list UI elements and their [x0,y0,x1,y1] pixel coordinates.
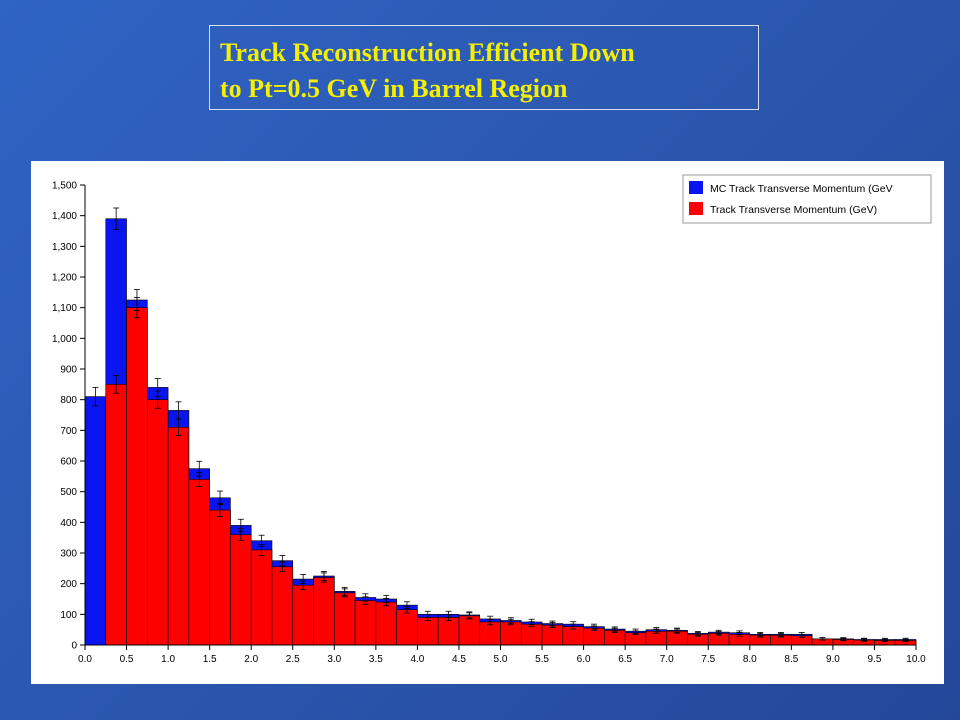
bar-track [500,621,522,646]
y-tick-label: 1,500 [52,181,77,192]
x-tick-label: 5.0 [494,654,508,665]
bar-track [396,609,418,646]
legend-label-mc: MC Track Transverse Momentum (GeV [710,183,893,195]
x-tick-label: 9.0 [826,654,840,665]
error-bars [92,207,909,643]
x-tick-label: 6.5 [618,654,632,665]
bar-track [188,479,210,646]
bar-track [292,584,314,646]
bar-track [167,426,190,646]
x-tick-label: 4.0 [410,654,424,665]
x-tick-label: 2.5 [286,654,300,665]
bar-track [250,549,273,646]
legend-box [682,174,932,224]
y-tick-label: 200 [60,579,77,590]
y-tick-label: 1,100 [52,303,77,314]
legend-swatch-track [689,202,703,215]
legend-swatch-mc [689,181,703,194]
x-tick-label: 5.5 [535,654,549,665]
bar-track [354,600,377,646]
bar-track [105,384,127,646]
x-tick-label: 1.0 [161,654,175,665]
y-tick-label: 1,000 [52,334,77,345]
x-tick-label: 3.5 [369,654,383,665]
bar-track [230,534,252,646]
bar-track [271,566,294,646]
y-tick-label: 500 [60,487,77,498]
y-tick-label: 600 [60,457,77,468]
bar-track [209,509,231,646]
x-tick-label: 7.0 [660,654,674,665]
bar-track [417,617,439,646]
slide-title-box: Track Reconstruction Efficient Down to P… [209,25,759,110]
x-tick-label: 1.5 [203,654,217,665]
bar-track [147,399,169,646]
y-tick-label: 100 [60,610,77,621]
x-tick-label: 8.0 [743,654,757,665]
legend-label-track: Track Transverse Momentum (GeV) [710,204,877,216]
x-tick-label: 0.5 [120,654,134,665]
y-tick-label: 400 [60,518,77,529]
y-tick-label: 800 [60,395,77,406]
x-tick-label: 4.5 [452,654,466,665]
axes: 0 100 200 300 400 500 600 700 800 900 1,000 1,100 1,… [52,181,926,666]
slide-title-line-2: to Pt=0.5 GeV in Barrel Region [220,74,568,103]
x-tick-label: 9.5 [867,654,881,665]
y-tick-label: 1,200 [52,273,77,284]
histogram-panel: 0 100 200 300 400 500 600 700 800 900 1,000 1,100 1,… [31,161,944,684]
x-tick-label: 0.0 [78,654,92,665]
x-tick-label: 2.0 [244,654,258,665]
x-tick-label: 10.0 [906,654,926,665]
x-tick-label: 8.5 [784,654,798,665]
x-tick-label: 3.0 [327,654,341,665]
bar-mc [84,396,107,646]
legend: MC Track Transverse Momentum (GeV Track … [682,174,932,224]
bar-track [520,623,543,646]
bar-track [333,592,356,646]
bar-track [541,624,564,646]
bar-track [126,307,148,646]
bar-track [458,615,481,646]
y-tick-label: 300 [60,549,77,560]
y-tick-label: 1,300 [52,242,77,253]
y-tick-label: 1,400 [52,211,77,222]
slide-title-line-1: Track Reconstruction Efficient Down [220,38,635,67]
bar-track [479,621,501,646]
histogram-chart: 0 100 200 300 400 500 600 700 800 900 1,000 1,100 1,… [52,174,932,666]
bar-track [375,601,397,646]
x-tick-label: 7.5 [701,654,715,665]
y-tick-label: 900 [60,365,77,376]
bar-track [313,577,335,646]
bar-track [437,617,460,646]
x-tick-label: 6.0 [577,654,591,665]
track-series-bars [105,307,917,646]
y-tick-label: 0 [71,641,77,652]
y-tick-label: 700 [60,426,77,437]
